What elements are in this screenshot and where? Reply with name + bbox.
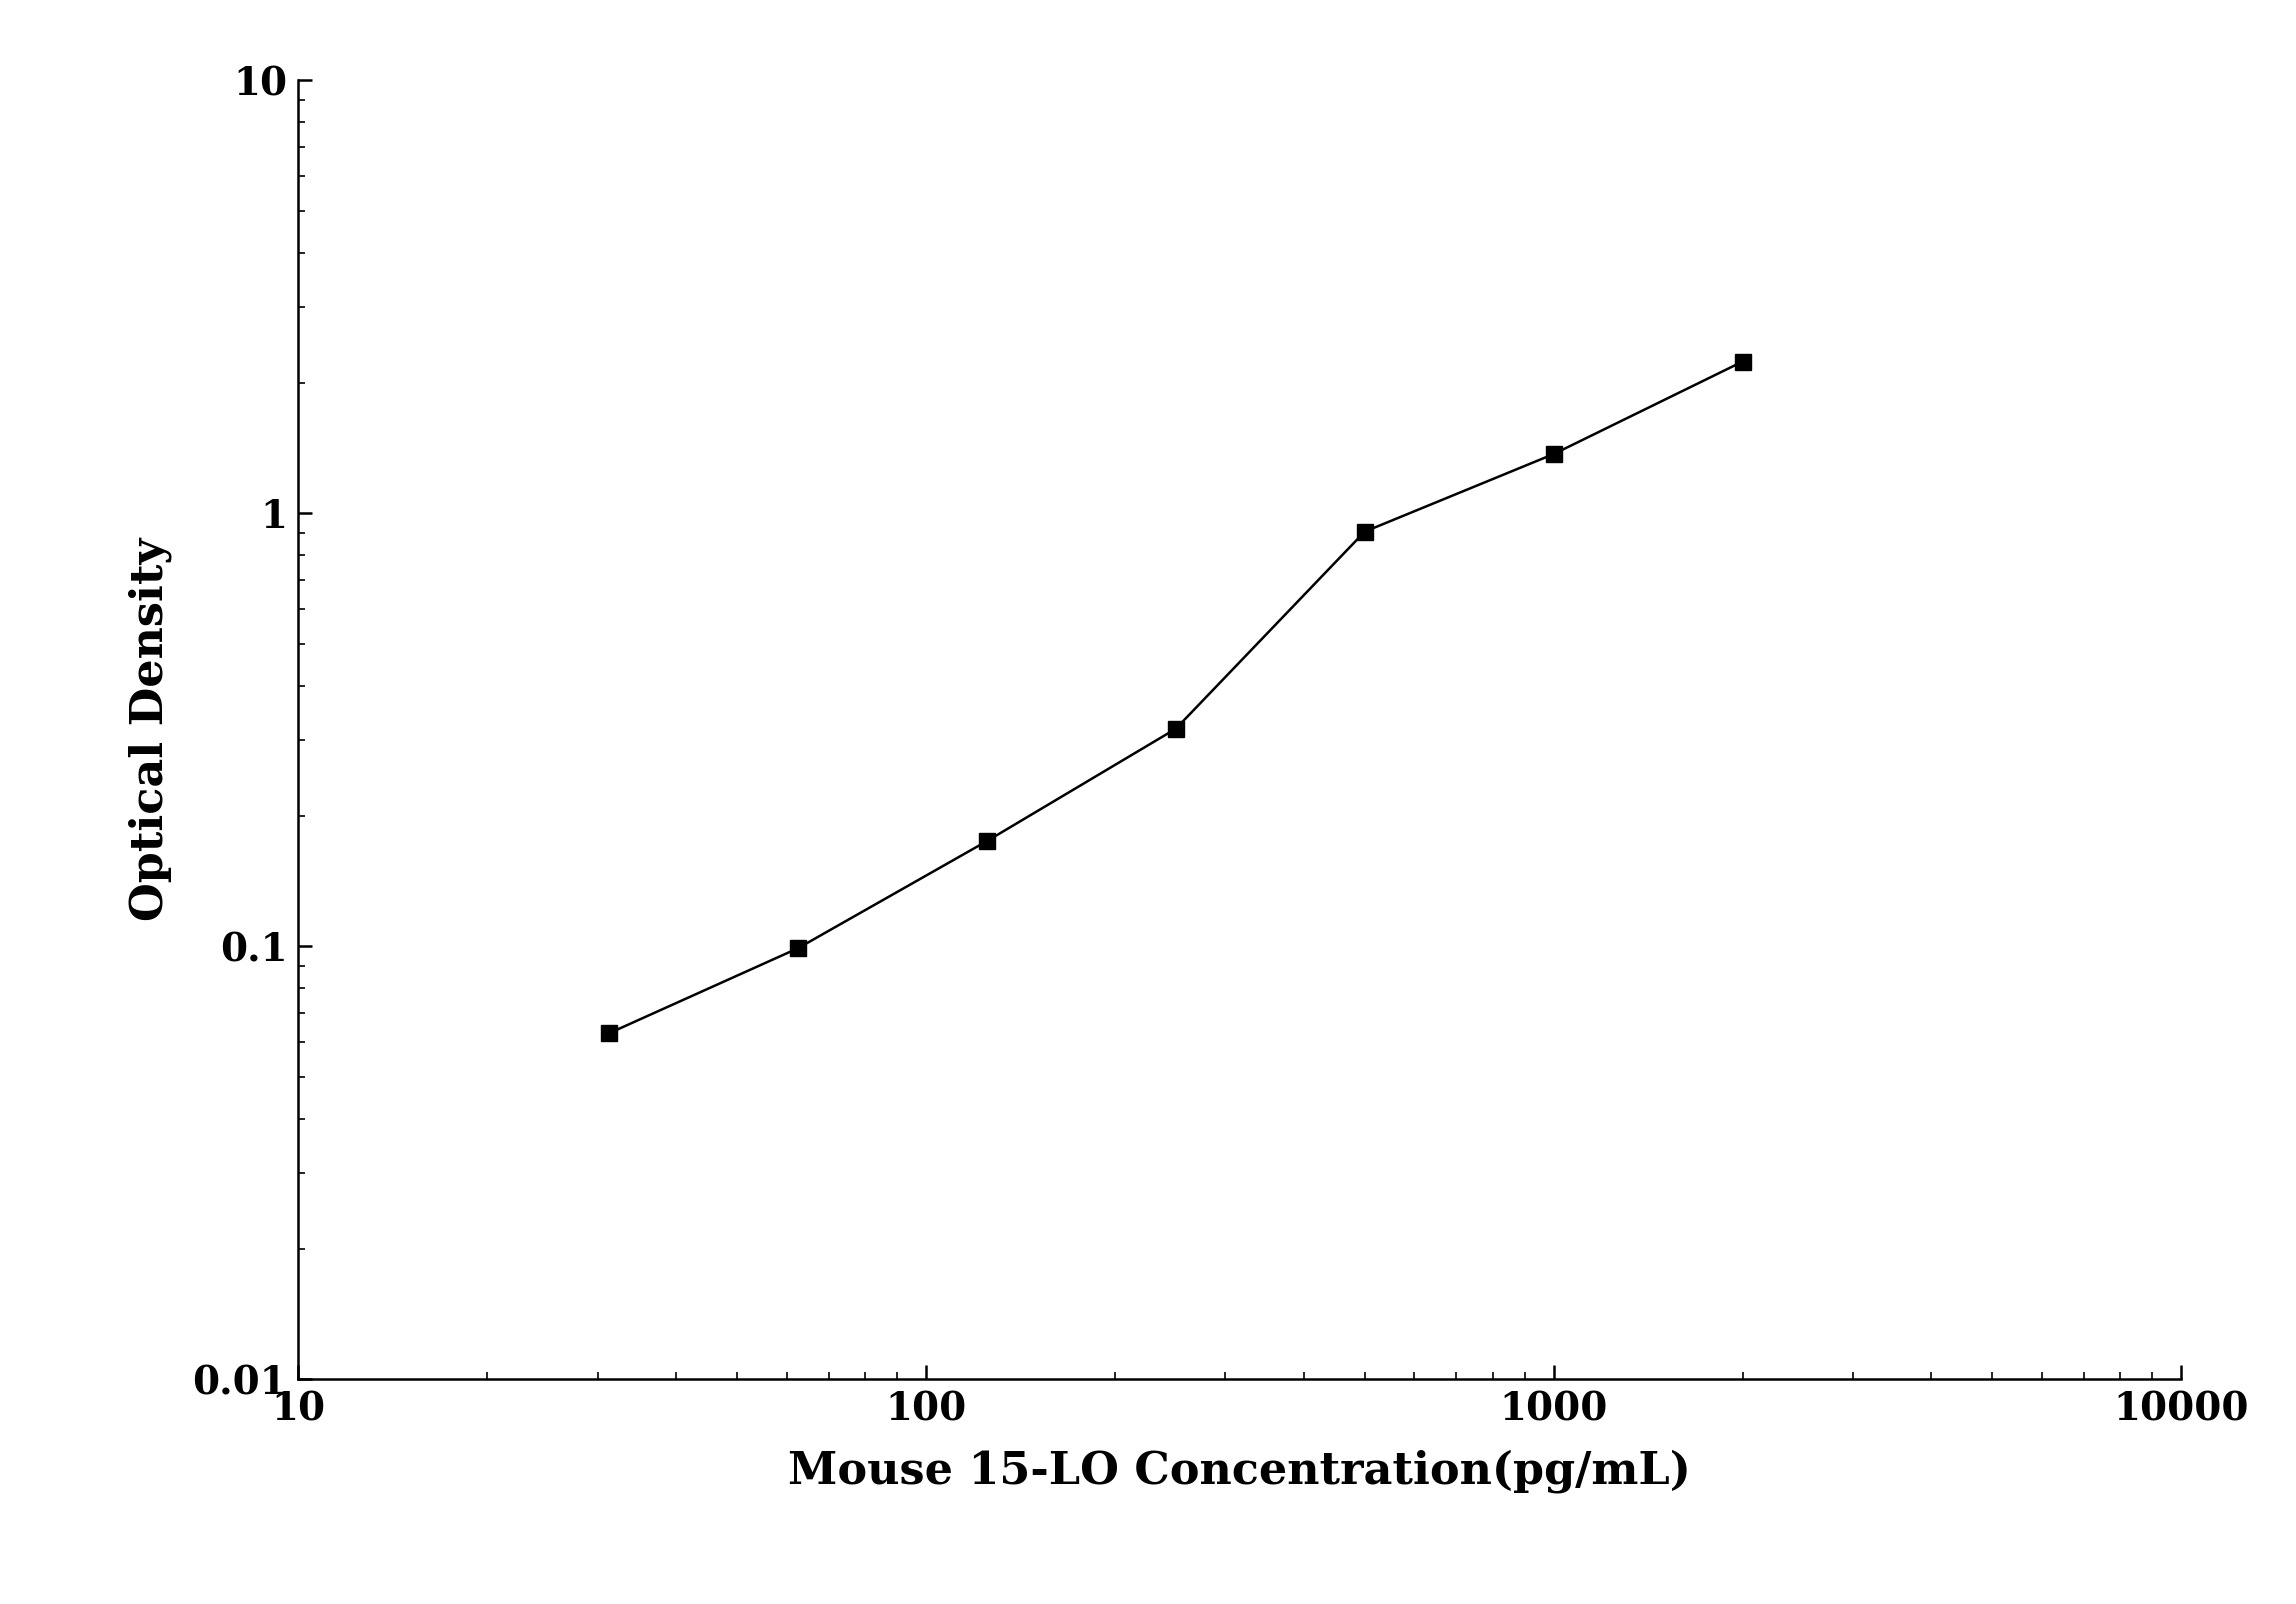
Y-axis label: Optical Density: Optical Density [129,539,172,921]
X-axis label: Mouse 15-LO Concentration(pg/mL): Mouse 15-LO Concentration(pg/mL) [788,1450,1692,1493]
